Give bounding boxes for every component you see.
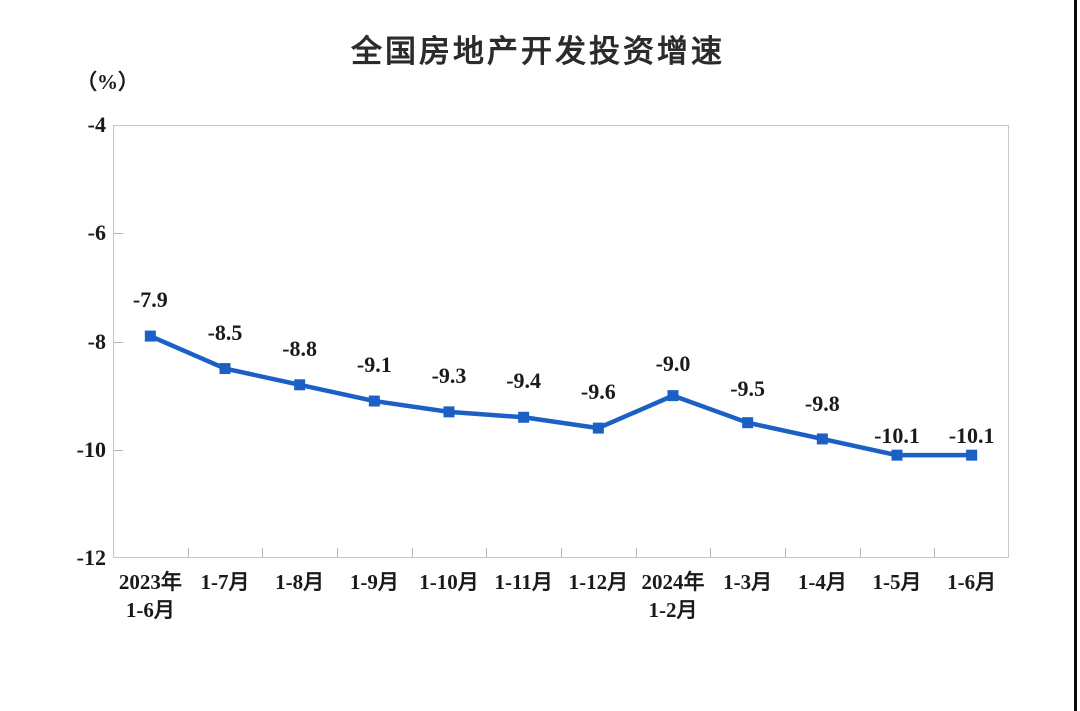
data-point-label: -7.9 bbox=[132, 287, 168, 313]
data-point-label: -9.5 bbox=[730, 375, 766, 401]
y-axis-unit-label: （%） bbox=[76, 70, 139, 94]
line-series bbox=[144, 330, 978, 461]
x-tick-mark bbox=[785, 548, 786, 557]
data-point-label: -9.4 bbox=[506, 368, 542, 394]
chart-title: 全国房地产开发投资增速 bbox=[351, 34, 725, 69]
x-tick-mark bbox=[636, 548, 637, 557]
plot-area bbox=[113, 125, 1009, 558]
data-point-marker bbox=[592, 422, 604, 434]
data-point-label: -9.6 bbox=[580, 379, 616, 405]
x-tick-mark bbox=[860, 548, 861, 557]
right-edge-bar bbox=[1074, 0, 1077, 711]
x-category-label: 1-7月 bbox=[200, 570, 250, 594]
x-category-label: 1-8月 bbox=[275, 570, 325, 594]
data-point-label: -8.5 bbox=[207, 319, 243, 345]
data-point-label: -10.1 bbox=[874, 423, 920, 449]
data-point-marker bbox=[368, 395, 380, 407]
data-point-label: -9.3 bbox=[431, 362, 467, 388]
data-point-marker bbox=[966, 449, 978, 461]
y-tick-mark bbox=[114, 233, 123, 234]
data-point-marker bbox=[742, 417, 754, 429]
x-tick-mark bbox=[412, 548, 413, 557]
data-point-label: -10.1 bbox=[948, 423, 995, 449]
data-point-label: -9.1 bbox=[356, 352, 392, 378]
x-category-label: 1-11月 bbox=[494, 570, 553, 594]
y-tick-label: -12 bbox=[76, 545, 106, 570]
data-point-marker bbox=[219, 363, 231, 375]
x-tick-mark bbox=[262, 548, 263, 557]
data-point-marker bbox=[816, 433, 828, 445]
x-category-label: 2023年 1-6月 bbox=[118, 570, 182, 622]
data-point-label: -9.0 bbox=[655, 350, 691, 376]
x-tick-mark bbox=[561, 548, 562, 557]
x-category-label: 1-10月 bbox=[419, 570, 479, 594]
data-point-marker bbox=[443, 406, 455, 418]
series-line bbox=[149, 334, 972, 458]
data-point-label: -9.8 bbox=[804, 390, 840, 416]
x-category-label: 1-9月 bbox=[349, 570, 399, 594]
data-point-marker bbox=[144, 330, 156, 342]
data-point-label: -8.8 bbox=[282, 335, 318, 361]
y-tick-label: -8 bbox=[87, 328, 106, 354]
y-tick-label: -4 bbox=[87, 112, 106, 137]
y-tick-label: -10 bbox=[76, 436, 106, 462]
data-point-marker bbox=[891, 449, 903, 461]
x-tick-mark bbox=[337, 548, 338, 557]
y-tick-mark bbox=[114, 342, 123, 343]
x-tick-mark bbox=[486, 548, 487, 557]
x-tick-mark bbox=[934, 548, 935, 557]
x-tick-mark bbox=[710, 548, 711, 557]
y-tick-mark bbox=[114, 450, 123, 451]
x-category-label: 2024年 1-2月 bbox=[641, 570, 705, 622]
x-category-label: 1-5月 bbox=[872, 570, 922, 594]
data-point-marker bbox=[667, 390, 679, 402]
x-category-label: 1-3月 bbox=[723, 570, 773, 594]
x-category-label: 1-12月 bbox=[568, 570, 629, 594]
x-tick-mark bbox=[188, 548, 189, 557]
x-category-label: 1-4月 bbox=[797, 570, 847, 594]
data-point-marker bbox=[294, 379, 306, 391]
x-category-label: 1-6月 bbox=[947, 570, 997, 594]
y-tick-label: -6 bbox=[87, 220, 106, 246]
data-point-marker bbox=[518, 411, 530, 423]
